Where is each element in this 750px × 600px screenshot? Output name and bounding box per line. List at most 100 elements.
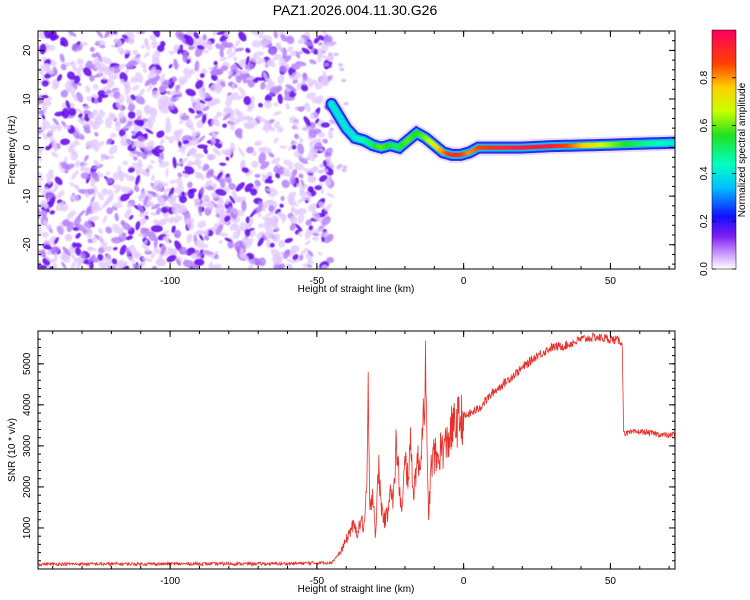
noise-speckle <box>132 127 138 136</box>
noise-speckle <box>214 254 219 260</box>
noise-speckle <box>231 92 240 100</box>
noise-speckle <box>166 247 177 257</box>
noise-speckle <box>291 144 297 150</box>
noise-speckle <box>155 258 167 267</box>
x-tick-label: -100 <box>160 576 180 587</box>
noise-speckle <box>201 113 207 124</box>
noise-speckle <box>341 78 347 83</box>
noise-speckle <box>320 188 325 194</box>
noise-speckle <box>106 171 111 176</box>
noise-speckle <box>299 190 307 198</box>
noise-speckle <box>164 122 172 133</box>
noise-speckle <box>197 220 207 229</box>
noise-speckle <box>91 138 101 150</box>
noise-speckle <box>303 40 313 47</box>
noise-speckle <box>303 168 310 174</box>
noise-speckle <box>105 257 113 268</box>
noise-speckle <box>294 133 300 140</box>
noise-speckle <box>43 244 52 250</box>
colorbar-gradient <box>711 29 737 270</box>
noise-speckle <box>274 120 280 129</box>
noise-speckle <box>277 239 286 248</box>
noise-speckle <box>212 174 222 183</box>
noise-speckle <box>108 66 115 73</box>
noise-speckle <box>102 76 107 80</box>
noise-speckle <box>173 44 180 51</box>
noise-speckle <box>45 145 50 151</box>
noise-speckle <box>219 49 225 58</box>
noise-speckle <box>311 96 319 104</box>
noise-speckle <box>83 154 89 162</box>
noise-speckle <box>234 240 244 250</box>
y-tick-label: -20 <box>22 237 33 252</box>
noise-speckle <box>225 156 230 161</box>
noise-speckle <box>225 173 230 178</box>
noise-speckle <box>322 138 329 144</box>
noise-speckle <box>41 80 49 87</box>
noise-speckle <box>76 91 84 103</box>
noise-speckle <box>64 79 75 87</box>
noise-speckle <box>270 187 279 195</box>
noise-speckle <box>240 160 246 170</box>
noise-speckle <box>245 76 256 81</box>
noise-speckle <box>152 179 157 190</box>
noise-speckle <box>172 156 177 169</box>
x-tick-label: 50 <box>605 276 617 287</box>
noise-speckle <box>215 224 224 236</box>
noise-speckle <box>104 195 114 206</box>
noise-speckle <box>114 212 119 222</box>
noise-speckle <box>258 35 270 39</box>
noise-speckle <box>293 119 299 123</box>
noise-speckle <box>314 82 323 90</box>
noise-speckle <box>182 50 188 63</box>
noise-speckle <box>171 225 176 234</box>
noise-speckle <box>55 202 65 212</box>
noise-speckle <box>224 99 232 107</box>
noise-speckle <box>212 98 221 105</box>
noise-speckle <box>150 212 157 216</box>
noise-speckle <box>125 63 134 69</box>
noise-speckle <box>263 100 272 109</box>
noise-speckle <box>75 232 81 239</box>
noise-speckle <box>134 95 146 105</box>
noise-speckle <box>135 57 142 64</box>
noise-speckle <box>264 94 272 103</box>
noise-speckle <box>265 211 276 217</box>
noise-speckle <box>205 201 215 210</box>
noise-speckle <box>158 85 166 93</box>
snr-y-axis: 1000 2000 3000 4000 5000 <box>22 330 675 562</box>
noise-speckle <box>333 52 339 57</box>
noise-speckle <box>44 256 54 263</box>
noise-speckle <box>78 113 83 119</box>
noise-speckle <box>171 209 179 216</box>
noise-speckle <box>235 39 241 47</box>
noise-speckle <box>47 96 53 101</box>
noise-speckle <box>298 157 308 164</box>
noise-speckle <box>53 252 58 262</box>
noise-speckle <box>302 73 308 79</box>
noise-speckle <box>150 40 158 49</box>
noise-speckle <box>204 229 209 237</box>
noise-speckle-layer <box>38 31 349 269</box>
noise-speckle <box>249 56 258 63</box>
noise-speckle <box>328 119 334 123</box>
noise-speckle <box>127 31 135 43</box>
noise-speckle <box>296 183 304 189</box>
noise-speckle <box>111 236 123 244</box>
noise-speckle <box>312 232 320 237</box>
noise-speckle <box>169 179 177 184</box>
noise-speckle <box>84 191 90 198</box>
noise-speckle <box>180 145 186 155</box>
noise-speckle <box>302 263 309 268</box>
noise-speckle <box>82 162 88 167</box>
noise-speckle <box>301 196 310 201</box>
noise-speckle <box>170 216 176 223</box>
noise-speckle <box>165 217 173 224</box>
noise-speckle <box>249 170 253 175</box>
noise-speckle <box>263 71 269 82</box>
noise-speckle <box>318 169 323 174</box>
noise-speckle <box>300 84 309 92</box>
colorbar-tick-label: 0.0 <box>699 262 710 276</box>
noise-speckle <box>75 223 87 232</box>
